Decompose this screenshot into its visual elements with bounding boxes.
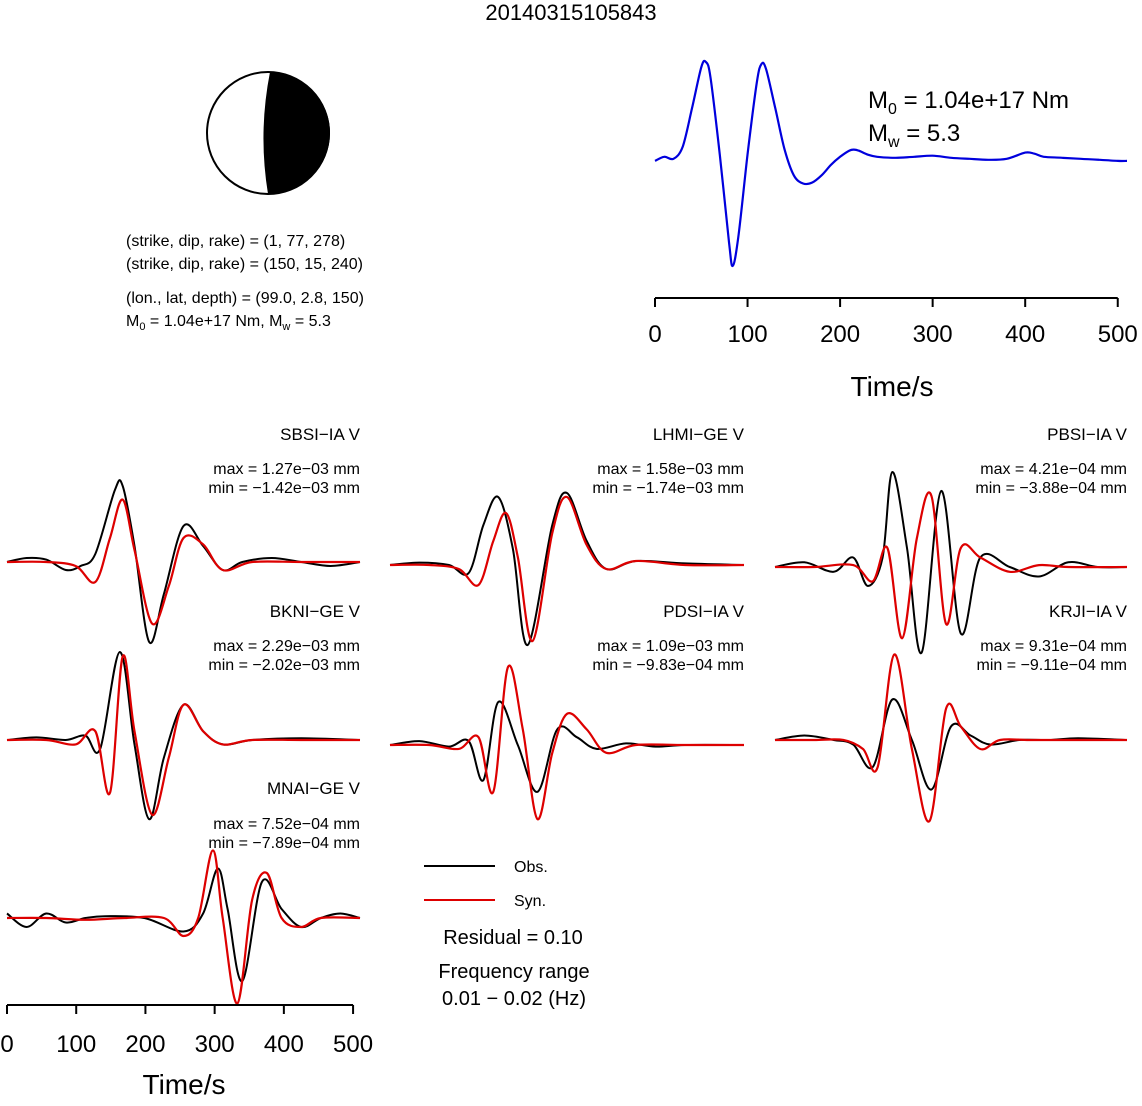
stf-x-tick-label: 500	[1098, 321, 1138, 348]
legend-frequency-title: Frequency range	[438, 961, 589, 983]
legend-obs-label: Obs.	[514, 859, 548, 876]
station-min: min = −9.11e−04 mm	[977, 657, 1127, 674]
observed-trace	[774, 470, 1128, 655]
synthetic-trace	[389, 664, 744, 821]
station-min: min = −3.88e−04 mm	[975, 480, 1127, 497]
station-max: max = 9.31e−04 mm	[980, 638, 1127, 655]
stf-panel: M0 = 1.04e+17 Nm Mw = 5.3 0 100 200 300 400 5…	[648, 59, 1138, 402]
observed-trace	[6, 479, 361, 645]
synthetic-trace	[774, 491, 1128, 640]
station-min: min = −2.02e−03 mm	[208, 657, 360, 674]
stf-magnitude-label: Mw = 5.3	[868, 120, 960, 151]
synthetic-trace	[6, 654, 360, 816]
station-label: MNAI−GE V	[267, 779, 361, 798]
mechanism-line-2: (strike, dip, rake) = (150, 15, 240)	[126, 256, 363, 273]
wave-x-tick-label: 400	[264, 1031, 304, 1058]
wave-x-tick-label: 500	[333, 1031, 373, 1058]
station-label: KRJI−IA V	[1049, 602, 1128, 621]
wave-x-tick-label: 100	[56, 1031, 96, 1058]
synthetic-trace	[6, 849, 361, 1005]
station-max: max = 1.27e−03 mm	[213, 461, 360, 478]
station-label: PBSI−IA V	[1047, 425, 1128, 444]
figure-title: 20140315105843	[485, 0, 656, 25]
station-panel: MNAI−GE V max = 7.52e−04 mm min = −7.89e−0…	[6, 779, 361, 1005]
station-max: max = 2.29e−03 mm	[213, 638, 360, 655]
station-panel: KRJI−IA V max = 9.31e−04 mm min = −9.11e−0…	[774, 602, 1128, 823]
observed-trace	[774, 698, 1128, 791]
wave-x-tick-label: 0	[0, 1031, 13, 1058]
station-min: min = −7.89e−04 mm	[208, 835, 360, 852]
synthetic-trace	[389, 495, 745, 643]
beachball	[206, 71, 331, 195]
stf-x-tick-label: 100	[728, 321, 768, 348]
mechanism-line-1: (strike, dip, rake) = (1, 77, 278)	[126, 233, 345, 250]
station-label: BKNI−GE V	[270, 602, 361, 621]
waveform-x-axis-label: Time/s	[143, 1069, 226, 1100]
mechanism-moment-line: M0 = 1.04e+17 Nm, Mw = 5.3	[126, 313, 331, 333]
waveform-x-axis: 0 100 200 300 400 500	[0, 1004, 373, 1058]
wave-x-tick-label: 200	[125, 1031, 165, 1058]
station-max: max = 4.21e−04 mm	[980, 461, 1127, 478]
stf-x-axis: 0 100 200 300 400 500	[648, 297, 1138, 348]
station-min: min = −1.74e−03 mm	[592, 480, 744, 497]
stf-moment-label: M0 = 1.04e+17 Nm	[868, 87, 1069, 118]
stf-x-tick-label: 300	[913, 321, 953, 348]
station-max: max = 7.52e−04 mm	[213, 816, 360, 833]
observed-trace	[389, 491, 745, 647]
stf-x-tick-label: 400	[1005, 321, 1045, 348]
synthetic-trace	[6, 498, 360, 626]
waveform-panels: SBSI−IA V max = 1.27e−03 mm min = −1.42e−0…	[6, 425, 1128, 1005]
synthetic-trace	[774, 653, 1127, 823]
station-panel: LHMI−GE V max = 1.58e−03 mm min = −1.74e−0…	[389, 425, 745, 647]
station-panel: SBSI−IA V max = 1.27e−03 mm min = −1.42e−0…	[6, 425, 361, 645]
legend-frequency-value: 0.01 − 0.02 (Hz)	[442, 988, 586, 1010]
wave-x-tick-label: 300	[195, 1031, 235, 1058]
mechanism-line-3: (lon., lat, depth) = (99.0, 2.8, 150)	[126, 290, 364, 307]
stf-line	[654, 59, 1128, 268]
station-min: min = −1.42e−03 mm	[208, 480, 360, 497]
station-max: max = 1.58e−03 mm	[597, 461, 744, 478]
station-label: LHMI−GE V	[653, 425, 745, 444]
stf-x-axis-label: Time/s	[851, 371, 934, 402]
stf-x-tick-label: 200	[820, 321, 860, 348]
legend: Obs. Syn. Residual = 0.10 Frequency rang…	[424, 859, 590, 1010]
station-label: PDSI−IA V	[663, 602, 744, 621]
station-label: SBSI−IA V	[280, 425, 361, 444]
stf-x-tick-label: 0	[648, 321, 661, 348]
station-panel: BKNI−GE V max = 2.29e−03 mm min = −2.02e−0…	[6, 602, 361, 821]
station-panel: PBSI−IA V max = 4.21e−04 mm min = −3.88e−0…	[774, 425, 1128, 655]
legend-syn-label: Syn.	[514, 893, 546, 910]
legend-residual: Residual = 0.10	[443, 927, 583, 949]
beachball-compressional-lobe	[263, 72, 331, 195]
station-min: min = −9.83e−04 mm	[592, 657, 744, 674]
station-panel: PDSI−IA V max = 1.09e−03 mm min = −9.83e−0…	[389, 602, 745, 821]
station-max: max = 1.09e−03 mm	[597, 638, 744, 655]
